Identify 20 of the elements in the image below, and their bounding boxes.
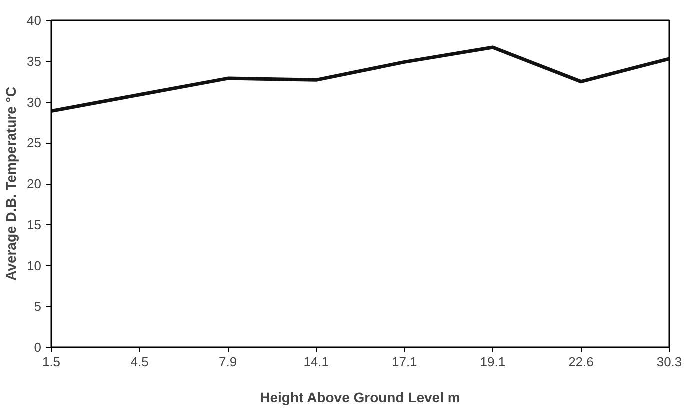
x-tick-label: 7.9 — [219, 354, 238, 370]
y-tick-label: 20 — [27, 176, 42, 192]
x-tick-label: 30.3 — [656, 354, 682, 370]
x-axis-title: Height Above Ground Level m — [260, 390, 460, 406]
y-tick-label: 35 — [27, 54, 42, 69]
y-tick-label: 40 — [27, 13, 42, 28]
x-tick-label: 14.1 — [304, 354, 330, 370]
y-tick-label: 30 — [27, 94, 42, 110]
x-tick-label: 22.6 — [568, 354, 594, 370]
x-tick-label: 1.5 — [42, 354, 61, 370]
line-series — [52, 46, 670, 113]
y-tick-label: 25 — [27, 136, 42, 151]
x-tick-label: 19.1 — [480, 354, 506, 370]
y-tick-label: 5 — [34, 299, 42, 314]
y-tick-label: 0 — [34, 340, 42, 355]
y-axis-title: Average D.B. Temperature °C — [3, 87, 20, 281]
x-tick-label: 4.5 — [130, 354, 149, 370]
y-tick-label: 15 — [27, 217, 42, 232]
y-tick-label: 10 — [27, 258, 42, 274]
x-tick-label: 17.1 — [392, 354, 418, 370]
